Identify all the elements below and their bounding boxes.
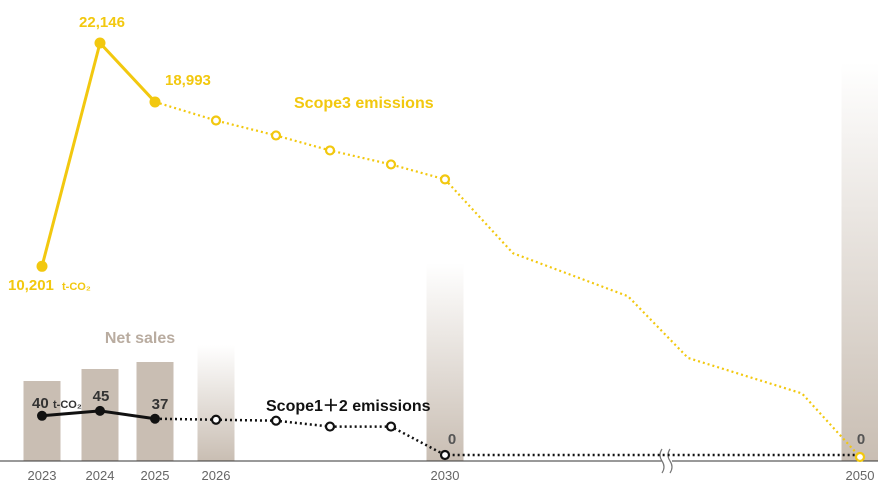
scope3-label-2024: 22,146 (79, 14, 125, 31)
axis-break-mark (659, 448, 673, 474)
scope12-target-point (439, 449, 451, 461)
scope12-point (95, 405, 105, 416)
scope12-target-point (324, 421, 336, 432)
scope3-actual-line (40, 39, 157, 267)
net-sales-label: Net sales (105, 330, 175, 347)
x-tick-label: 2050 (846, 468, 875, 483)
scope12-target-point (210, 414, 222, 425)
scope3-label-2050: 0 (857, 431, 865, 448)
scope3-target-point (854, 451, 866, 463)
scope12-target-point (270, 415, 282, 426)
x-tick-label: 2026 (202, 468, 231, 483)
scope12-target-line (154, 417, 860, 457)
scope3-target-point (270, 130, 282, 141)
x-tick-label: 2024 (86, 468, 115, 483)
scope12-point (37, 410, 47, 421)
scope12-point (150, 413, 160, 424)
net-sales-bar (23, 381, 61, 461)
scope12-label-2024: 45 (93, 388, 110, 405)
scope3-target-point (385, 159, 397, 170)
scope12-target-point (385, 421, 397, 432)
net-sales-bar (426, 263, 464, 461)
scope3-unit-label: t-CO₂ (62, 281, 91, 293)
scope12-label-2030: 0 (448, 431, 456, 448)
net-sales-bar (841, 62, 878, 461)
scope3-label-2023: 10,201 (8, 277, 54, 294)
scope3-series-name: Scope3 emissions (294, 95, 434, 112)
scope12-label-2025: 37 (152, 396, 169, 413)
scope3-label-2025: 18,993 (165, 72, 211, 89)
scope12-unit-label: t-CO₂ (53, 399, 82, 411)
scope12-series-name: Scope1＋2 emissions (266, 398, 431, 415)
x-tick-label: 2023 (28, 468, 57, 483)
net-sales-bar (136, 362, 174, 461)
scope3-target-point (324, 145, 336, 156)
scope3-point (36, 260, 48, 272)
axis-break-stroke (659, 448, 665, 474)
net-sales-bar (197, 345, 235, 461)
x-tick-label: 2030 (431, 468, 460, 483)
scope3-target-line (154, 100, 861, 458)
scope3-point (94, 37, 106, 49)
scope3-target-point (210, 115, 222, 126)
scope3-point (149, 96, 161, 108)
axis-break-stroke (667, 448, 673, 474)
x-tick-label: 2025 (141, 468, 170, 483)
scope12-label-2023: 40 (32, 395, 49, 412)
scope3-target-point (439, 174, 451, 185)
